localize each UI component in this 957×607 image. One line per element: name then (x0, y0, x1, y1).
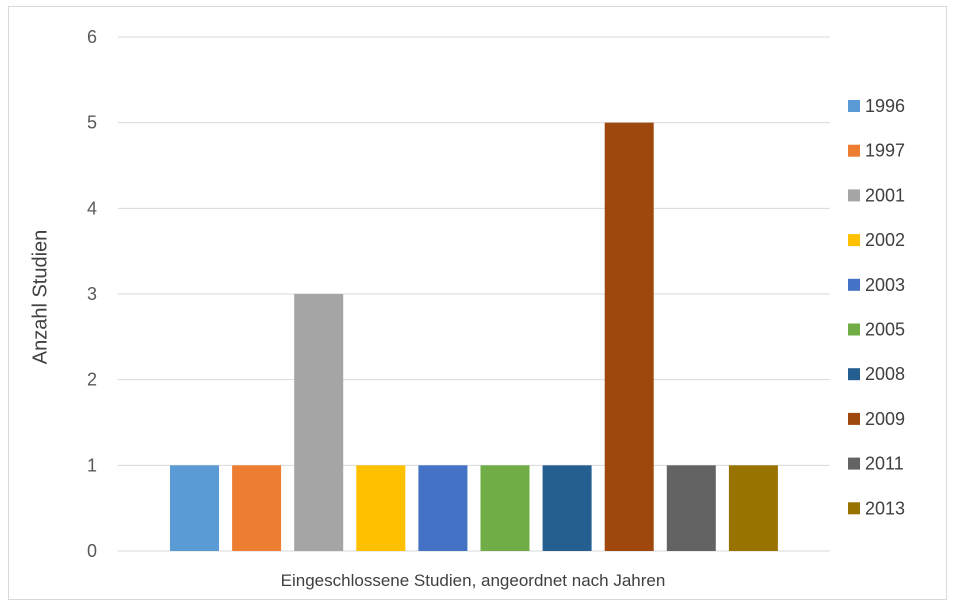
y-tick-label: 3 (87, 284, 97, 304)
legend-item-2008: 2008 (848, 364, 905, 384)
legend-label: 1996 (865, 96, 905, 116)
legend-label: 2008 (865, 364, 905, 384)
legend-swatch (848, 323, 860, 336)
chart-frame (8, 6, 947, 600)
legend-item-2011: 2011 (848, 454, 904, 474)
legend-swatch (848, 100, 860, 112)
bar-2008 (542, 465, 592, 551)
bar-2001 (294, 294, 344, 551)
gridlines (118, 36, 830, 552)
bar-1996 (170, 465, 219, 551)
legend-label: 2002 (865, 230, 905, 250)
legend-swatch (848, 278, 860, 291)
legend-item-2013: 2013 (848, 498, 905, 518)
bar-2005 (480, 465, 530, 551)
legend-item-2002: 2002 (848, 230, 905, 250)
bar-2013 (728, 465, 778, 551)
bar-2011 (666, 465, 716, 551)
legend-swatch (848, 144, 860, 157)
bar-1997 (232, 465, 282, 551)
y-tick-label: 0 (87, 541, 97, 561)
legend-swatch (848, 234, 860, 247)
legend-item-2009: 2009 (848, 409, 905, 429)
legend-item-2005: 2005 (848, 320, 905, 340)
y-tick-labels: 0 1 2 3 4 5 6 (87, 27, 97, 561)
bar-2009 (604, 122, 654, 552)
bars (170, 122, 778, 552)
legend-item-1997: 1997 (848, 141, 905, 161)
legend: 1996 1997 2001 2002 2003 2005 2008 2009 2011 2013 (848, 96, 905, 518)
bar-2002 (356, 465, 406, 551)
y-tick-label: 4 (87, 198, 97, 218)
legend-swatch (848, 502, 860, 515)
legend-label: 2005 (865, 320, 905, 340)
legend-swatch (848, 412, 860, 425)
legend-item-1996: 1996 (848, 96, 905, 116)
y-tick-label: 2 (87, 370, 97, 390)
legend-label: 2001 (865, 185, 905, 205)
legend-label: 1997 (865, 141, 905, 161)
y-tick-label: 1 (87, 455, 97, 475)
legend-label: 2013 (865, 498, 905, 518)
y-tick-label: 6 (87, 27, 97, 47)
y-tick-label: 5 (87, 113, 97, 133)
legend-swatch (848, 368, 860, 381)
x-axis-title: Eingeschlossene Studien, angeordnet nach… (281, 571, 666, 590)
legend-swatch (848, 457, 860, 470)
legend-label: 2009 (865, 409, 905, 429)
legend-label: 2011 (865, 454, 904, 474)
y-axis-title: Anzahl Studien (29, 230, 51, 365)
legend-label: 2003 (865, 275, 905, 295)
bar-2003 (418, 465, 468, 551)
legend-swatch (848, 189, 860, 202)
legend-item-2003: 2003 (848, 275, 905, 295)
legend-item-2001: 2001 (848, 185, 905, 205)
